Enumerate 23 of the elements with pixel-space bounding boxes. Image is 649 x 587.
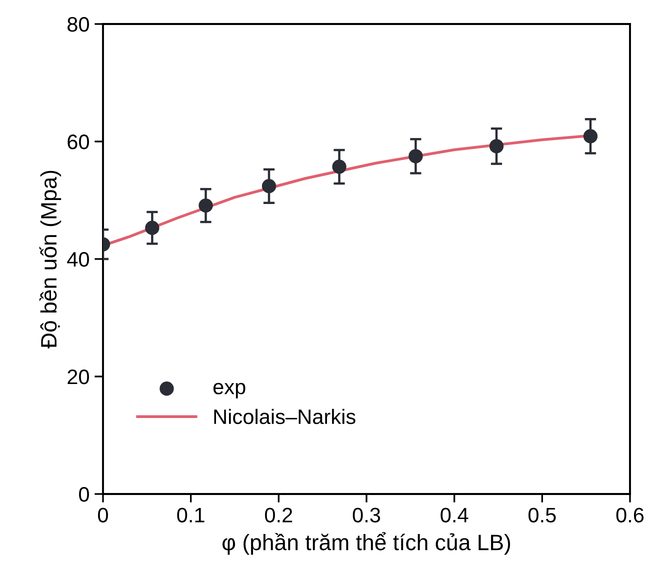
y-tick-label: 20	[68, 370, 89, 384]
legend-label: exp	[213, 382, 246, 398]
x-axis-title: φ (phần trăm thể tích của LB)	[222, 532, 510, 555]
legend-label: Nicolais–Narkis	[214, 408, 356, 424]
point	[262, 179, 276, 194]
point	[198, 198, 213, 213]
x-tick-label: 0.5	[528, 508, 556, 522]
y-tick-label: 0	[79, 487, 89, 502]
x-tick-label: 0.3	[352, 508, 380, 522]
x-tick-label: 0.2	[265, 508, 292, 522]
point	[332, 160, 346, 174]
x-tick-label: 0.1	[177, 508, 204, 522]
point	[408, 149, 423, 164]
point	[489, 139, 504, 154]
x-tick-label: 0	[98, 508, 108, 522]
y-axis-title: Độ bền uốn (Mpa)	[39, 170, 62, 348]
point	[583, 129, 598, 144]
x-tick-label: 0.4	[440, 508, 468, 522]
y-tick-label: 40	[67, 252, 89, 267]
x-tick-label: 0.6	[616, 508, 644, 522]
y-tick-label: 80	[68, 17, 89, 32]
point	[145, 220, 160, 235]
y-tick-label: 60	[68, 134, 89, 150]
